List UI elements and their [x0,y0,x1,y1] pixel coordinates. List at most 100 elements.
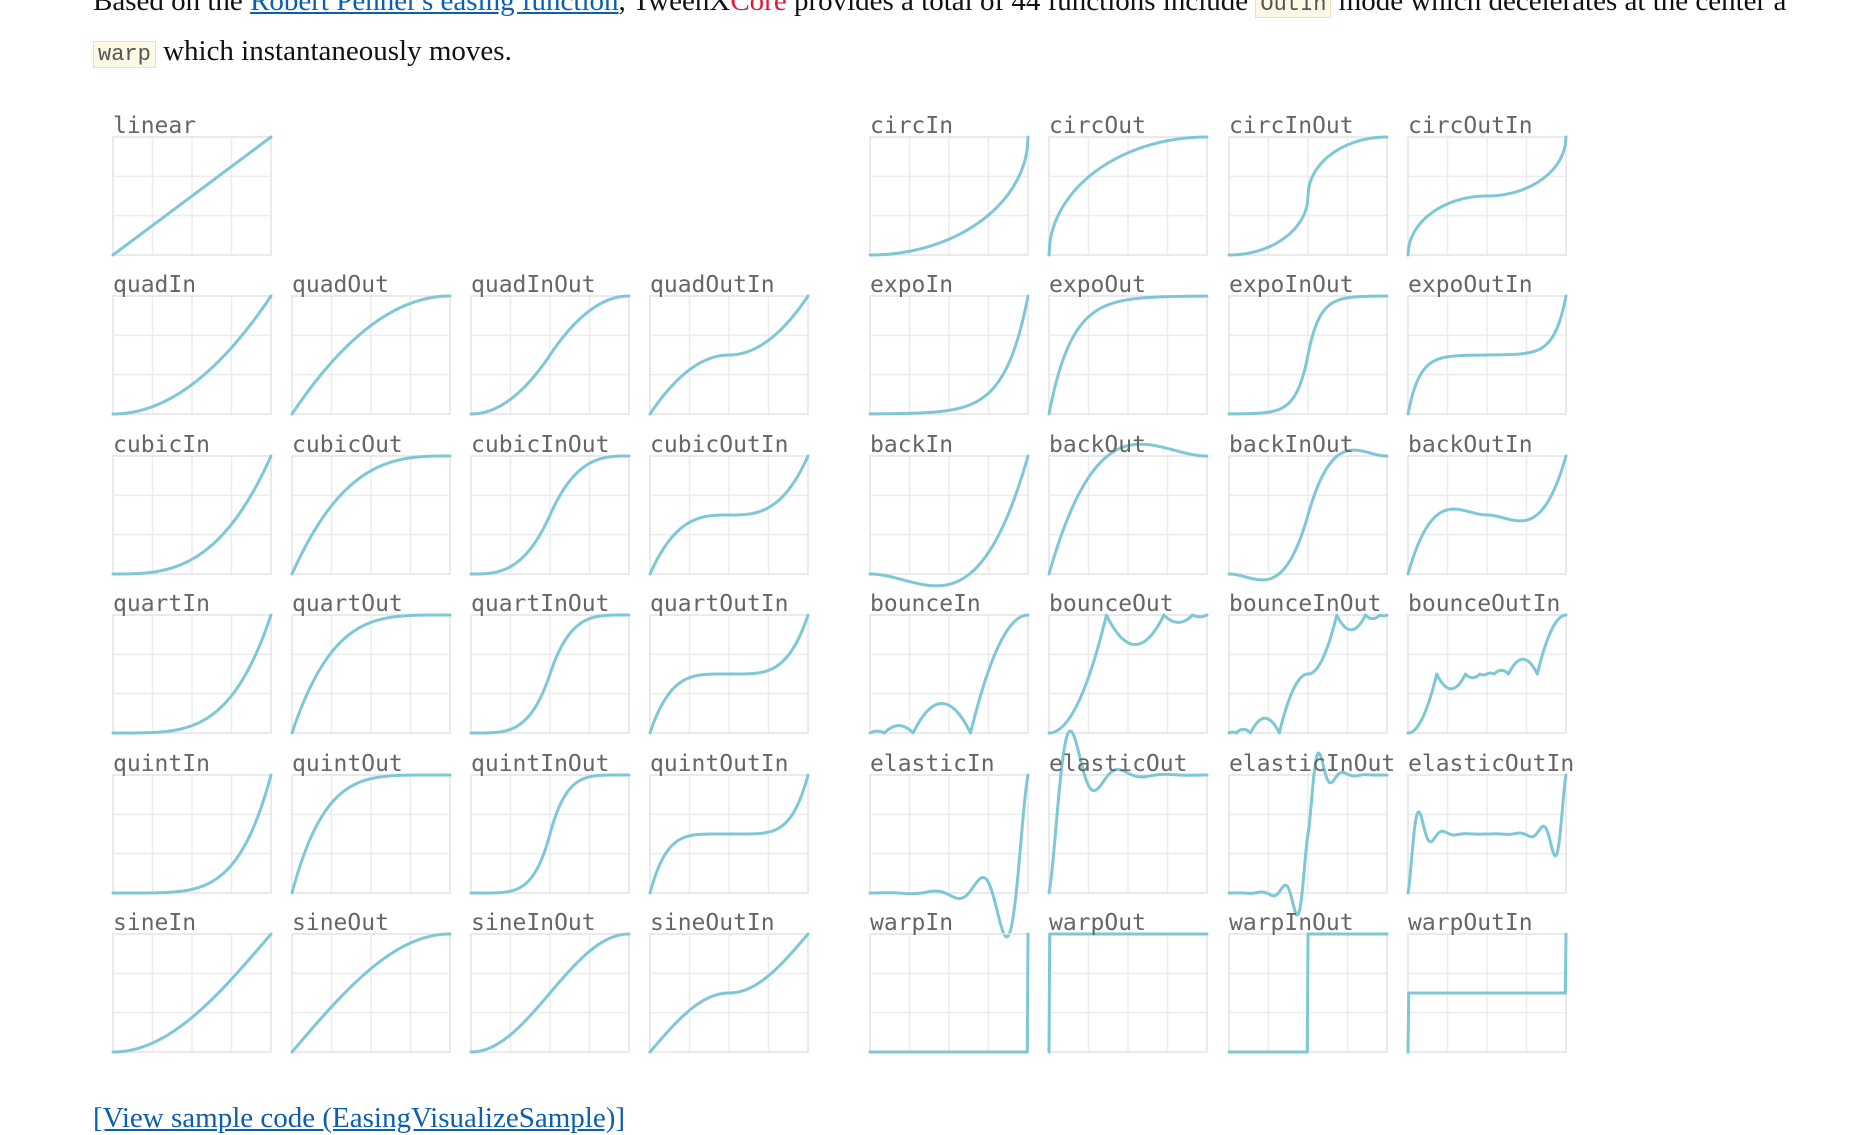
cell-gridlines [292,456,450,574]
easing-cell-quadInOut: quadInOut [469,272,631,416]
curve-quartOut [290,613,452,735]
cell-gridlines [650,296,808,414]
label-bounceInOut: bounceInOut [1229,591,1381,617]
easing-cell-warpOut: warpOut [1047,910,1209,1054]
easing-cell-sineOut: sineOut [290,910,452,1054]
label-circIn: circIn [870,113,953,139]
curve-backOut [1047,442,1209,576]
curve-circOut [1047,135,1209,257]
easing-cell-linear: linear [111,113,273,257]
cell-frame [291,774,451,894]
curve-quartInOut [469,613,631,735]
curve-cubicOutIn [648,454,810,576]
cell-frame [1228,295,1388,415]
label-quintInOut: quintInOut [471,751,609,777]
cell-frame [1407,774,1567,894]
curve-sineOut [290,932,452,1054]
intro-text: , TweenX [618,0,731,17]
label-cubicOut: cubicOut [292,432,403,458]
easing-cell-quintOut: quintOut [290,751,452,895]
cell-frame [112,933,272,1053]
curve-elasticOut [1047,729,1209,895]
easing-cell-quartOutIn: quartOutIn [648,591,810,735]
cell-frame [649,933,809,1053]
label-bounceIn: bounceIn [870,591,981,617]
easing-cell-backIn: backIn [868,432,1030,588]
cell-frame [470,614,630,734]
easing-cell-elasticOut: elasticOut [1047,729,1209,895]
label-backInOut: backInOut [1229,432,1354,458]
cell-gridlines [1049,456,1207,574]
easing-cell-sineIn: sineIn [111,910,273,1054]
label-elasticOut: elasticOut [1049,751,1187,777]
intro-line-1: Based on the Robert Penner's easing func… [93,0,1864,28]
cell-frame [470,774,630,894]
curve-sineIn [111,932,273,1054]
easing-cell-expoOut: expoOut [1047,272,1209,416]
cell-frame [1048,614,1208,734]
label-warpOutIn: warpOutIn [1408,910,1533,936]
label-quadOut: quadOut [292,272,389,298]
cell-gridlines [1408,137,1566,255]
view-sample-code-link[interactable]: [View sample code (EasingVisualizeSample… [93,1102,626,1134]
cell-frame [869,614,1029,734]
easing-cell-backOutIn: backOutIn [1406,432,1568,576]
label-linear: linear [113,113,196,139]
easing-cell-bounceOut: bounceOut [1047,591,1209,735]
cell-frame [291,933,451,1053]
curve-backOutIn [1406,454,1568,576]
cell-gridlines [1049,137,1207,255]
intro-text: provides a total of 44 functions include [786,0,1256,17]
easing-cell-quintIn: quintIn [111,751,273,895]
curve-bounceOut [1047,613,1209,735]
cell-frame [1407,136,1567,256]
curve-expoOut [1047,294,1209,416]
cell-frame [649,295,809,415]
cell-frame [1228,455,1388,575]
label-expoInOut: expoInOut [1229,272,1354,298]
easing-cell-quartOut: quartOut [290,591,452,735]
curve-expoIn [868,294,1030,416]
curve-elasticIn [868,773,1030,939]
curve-quadOut [290,294,452,416]
curve-quintIn [111,773,273,895]
curve-bounceIn [868,613,1030,735]
easing-cell-backInOut: backInOut [1227,432,1389,582]
cell-frame [649,455,809,575]
curve-quartOutIn [648,613,810,735]
easing-cell-warpOutIn: warpOutIn [1406,910,1568,1054]
cell-frame [1048,295,1208,415]
intro-paragraph: Based on the Robert Penner's easing func… [93,0,1864,78]
intro-text: mode which decelerates at the center a [1331,0,1787,17]
curve-quadInOut [469,294,631,416]
curve-quintOut [290,773,452,895]
penner-easing-link[interactable]: Robert Penner's easing function [250,0,619,17]
label-quartInOut: quartInOut [471,591,609,617]
cell-frame [649,614,809,734]
cell-gridlines [870,775,1028,893]
cell-frame [112,614,272,734]
cell-gridlines [1049,296,1207,414]
cell-frame [470,295,630,415]
curve-sineInOut [469,932,631,1054]
label-quintOut: quintOut [292,751,403,777]
easing-cell-circInOut: circInOut [1227,113,1389,257]
label-sineOutIn: sineOutIn [650,910,775,936]
label-bounceOut: bounceOut [1049,591,1174,617]
cell-gridlines [1408,456,1566,574]
curve-warpOutIn [1406,932,1568,1054]
curve-bounceInOut [1227,613,1389,735]
label-circOut: circOut [1049,113,1146,139]
cell-gridlines [870,296,1028,414]
curve-cubicOut [290,454,452,576]
label-expoOut: expoOut [1049,272,1146,298]
easing-cell-warpInOut: warpInOut [1227,910,1389,1054]
cell-frame [869,774,1029,894]
easing-cell-quadOutIn: quadOutIn [648,272,810,416]
cell-frame [1228,136,1388,256]
label-elasticOutIn: elasticOutIn [1408,751,1574,777]
easing-cell-quartInOut: quartInOut [469,591,631,735]
easing-cell-expoIn: expoIn [868,272,1030,416]
curve-quintOutIn [648,773,810,895]
